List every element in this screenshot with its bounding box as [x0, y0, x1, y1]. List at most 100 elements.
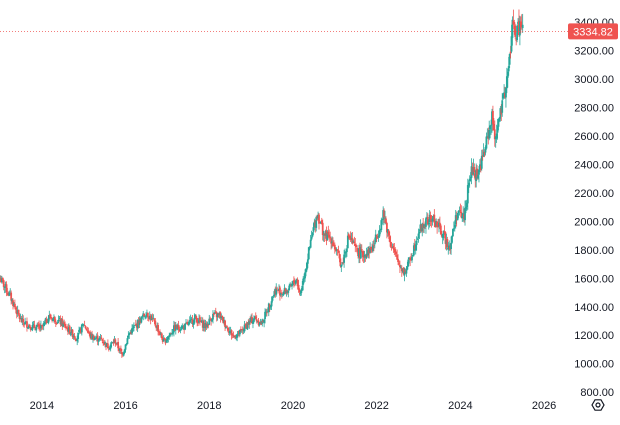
candle-body	[483, 151, 486, 154]
candle-body	[133, 325, 136, 327]
candle-body	[510, 36, 513, 52]
candle-body	[277, 289, 279, 292]
candle-body	[456, 212, 459, 221]
candle-body	[371, 248, 373, 251]
candle-body	[444, 232, 447, 244]
candle-body	[446, 239, 449, 248]
candle-body	[159, 331, 161, 335]
candle-body	[361, 251, 364, 258]
candle-body	[429, 215, 432, 220]
candle-body	[419, 224, 422, 232]
candle-body	[319, 221, 322, 224]
candle-body	[171, 333, 173, 335]
candle-body	[69, 333, 72, 335]
candle-body	[288, 285, 291, 290]
candle-body	[386, 229, 389, 234]
candle-body	[239, 329, 241, 335]
y-tick-label: 1200.00	[574, 330, 614, 342]
y-tick-label: 2800.00	[574, 102, 614, 114]
candle-body	[407, 259, 410, 267]
candle-body	[470, 166, 473, 178]
candle-body	[209, 319, 212, 321]
candle-body	[468, 178, 471, 182]
candle-body	[494, 136, 497, 139]
candle-body	[199, 317, 201, 322]
candle-body	[380, 220, 383, 230]
candle-body	[32, 323, 35, 325]
candle-body	[272, 296, 275, 298]
candle-body	[462, 213, 465, 216]
candle-body	[226, 327, 229, 331]
candle-body	[505, 88, 507, 98]
candle-body	[343, 254, 346, 263]
candle-body	[170, 333, 173, 335]
candle-body	[218, 313, 221, 315]
candle-body	[61, 318, 64, 327]
candle-body	[452, 228, 454, 237]
candle-body	[131, 328, 133, 334]
candle-body	[177, 324, 180, 329]
candle-body	[180, 329, 183, 331]
candle-body	[473, 167, 476, 173]
candle-body	[432, 216, 435, 219]
candle-body	[150, 317, 153, 320]
candle-body	[420, 224, 423, 232]
candle-body	[28, 324, 31, 328]
candle-body	[67, 327, 70, 332]
last-price-label: 3334.82	[573, 26, 613, 38]
candle-body	[449, 246, 452, 250]
candle-body	[167, 336, 170, 340]
candle-body	[346, 235, 349, 249]
candle-body	[383, 210, 386, 218]
candle-body	[286, 290, 289, 293]
candle-body	[475, 169, 478, 182]
candle-body	[12, 300, 14, 307]
candle-body	[354, 243, 357, 247]
candle-body	[290, 285, 293, 287]
candle-body	[300, 289, 303, 294]
candle-body	[292, 280, 295, 284]
candle-body	[146, 312, 149, 318]
candle-body	[362, 256, 365, 258]
candle-body	[506, 71, 509, 78]
candle-body	[314, 220, 317, 227]
y-tick-label: 2600.00	[574, 131, 614, 143]
candle-body	[232, 334, 235, 336]
candle-body	[423, 224, 425, 228]
candle-body	[515, 39, 518, 41]
candle-body	[120, 352, 123, 355]
candle-body	[387, 230, 390, 236]
candle-body	[65, 327, 67, 329]
candle-body	[216, 313, 219, 317]
candle-body	[318, 214, 320, 224]
candle-body	[80, 328, 82, 333]
candle-body	[106, 343, 109, 349]
candle-body	[53, 317, 55, 319]
candle-body	[168, 335, 171, 337]
candle-body	[284, 288, 287, 294]
candle-body	[134, 324, 137, 326]
candle-body	[320, 220, 323, 225]
chart-settings-button[interactable]	[591, 399, 605, 411]
candle-body	[433, 214, 436, 223]
candle-body	[275, 288, 278, 295]
candle-body	[384, 217, 386, 219]
candle-body	[351, 238, 354, 244]
candle-body	[77, 332, 80, 340]
candle-body	[114, 339, 117, 344]
candle-body	[245, 324, 248, 329]
candle-body	[139, 318, 142, 323]
candle-body	[93, 338, 96, 341]
candle-body	[154, 320, 157, 326]
x-tick-label: 2022	[364, 400, 388, 412]
candle-body	[341, 262, 344, 264]
candle-body	[253, 316, 256, 320]
candle-body	[185, 322, 187, 324]
candle-body	[173, 324, 176, 331]
x-tick-label: 2020	[281, 400, 305, 412]
candle-body	[266, 311, 269, 313]
candle-body	[111, 341, 114, 343]
candle-body	[40, 325, 43, 326]
